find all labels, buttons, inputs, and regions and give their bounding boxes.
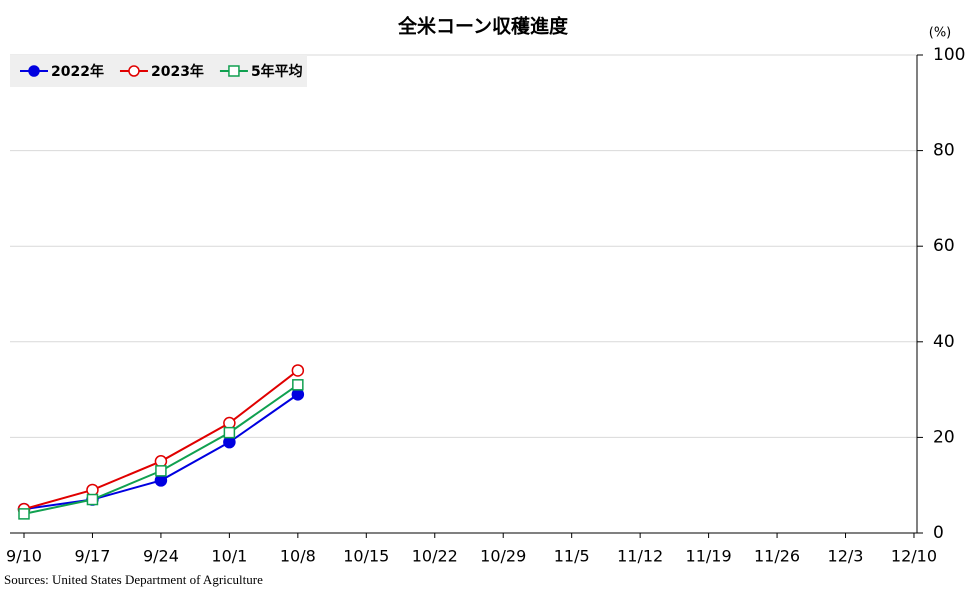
y-tick-label: 0 xyxy=(933,523,944,543)
legend: 2022年 2023年 5年平均 xyxy=(10,55,307,87)
source: Sources: United States Department of Agr… xyxy=(4,572,263,587)
x-tick-label: 11/12 xyxy=(617,547,663,566)
y-tick-label: 80 xyxy=(933,141,955,161)
x-tick-label: 9/17 xyxy=(74,547,110,566)
legend-marker xyxy=(128,65,140,77)
series-line xyxy=(23,384,299,515)
legend-marker xyxy=(228,65,240,77)
x-tick-label: 11/5 xyxy=(554,547,590,566)
y-tick-label: 20 xyxy=(933,427,955,447)
legend-label: 2023年 xyxy=(151,63,204,80)
x-tick-label: 11/19 xyxy=(686,547,732,566)
x-tick-label: 12/10 xyxy=(891,547,937,566)
marker xyxy=(86,493,99,506)
y-tick-label: 40 xyxy=(933,332,955,352)
x-tick-label: 9/24 xyxy=(143,547,179,566)
x-tick-label: 10/29 xyxy=(480,547,526,566)
x-tick-label: 10/8 xyxy=(280,547,316,566)
marker xyxy=(292,379,304,391)
x-tick-label: 10/22 xyxy=(412,547,458,566)
legend-marker xyxy=(28,65,40,77)
y-tick-label: 60 xyxy=(933,236,955,256)
legend-label: 2022年 xyxy=(51,63,104,80)
x-tick-label: 11/26 xyxy=(754,547,800,566)
y-unit: (%) xyxy=(929,26,952,41)
marker xyxy=(291,364,305,377)
legend-box xyxy=(10,55,307,87)
series-line xyxy=(23,393,299,511)
x-tick-label: 12/3 xyxy=(828,547,864,566)
chart-title: 全米コーン収穫進度 xyxy=(397,15,569,38)
x-tick-label: 10/15 xyxy=(343,547,389,566)
marker xyxy=(223,426,236,439)
marker xyxy=(155,465,167,477)
marker xyxy=(18,508,30,520)
legend-label: 5年平均 xyxy=(251,63,303,80)
series-line xyxy=(23,369,299,511)
x-tick-label: 9/10 xyxy=(6,547,42,566)
y-tick-label: 100 xyxy=(933,45,965,65)
x-tick-label: 10/1 xyxy=(211,547,247,566)
